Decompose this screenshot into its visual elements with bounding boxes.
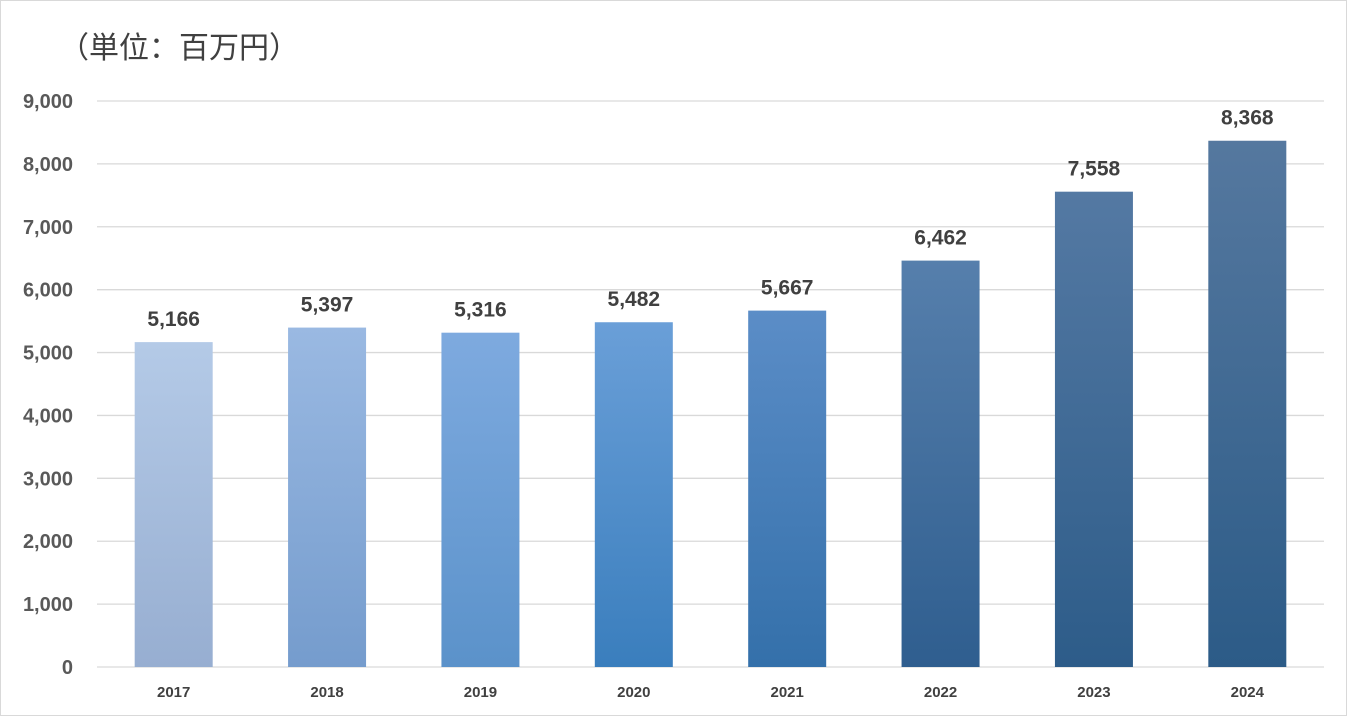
y-tick-label: 7,000	[23, 217, 73, 239]
y-tick-label: 1,000	[23, 594, 73, 616]
y-tick-label: 5,000	[23, 343, 73, 365]
bar-2019	[441, 332, 520, 667]
data-label-2023: 7,558	[1068, 158, 1121, 181]
x-tick-label: 2017	[157, 684, 190, 701]
y-tick-label: 8,000	[23, 154, 73, 176]
x-tick-label: 2019	[464, 684, 497, 701]
x-tick-label: 2020	[617, 684, 650, 701]
y-tick-label: 2,000	[23, 531, 73, 553]
x-tick-label: 2024	[1231, 684, 1265, 701]
y-axis-ticks: 0 1,000 2,000 3,000 4,000 5,000 6,000 7,000 8,00…	[23, 91, 73, 679]
data-labels: 5,166 5,397 5,316 5,482 5,667 6,462 7,558 8,368	[147, 107, 1273, 331]
bar-2020	[594, 322, 673, 667]
bar-2017	[134, 342, 213, 667]
bar-2022	[901, 260, 980, 667]
y-tick-label: 0	[62, 657, 73, 679]
data-label-2021: 5,667	[761, 277, 814, 300]
x-tick-label: 2023	[1077, 684, 1110, 701]
bar-2021	[748, 310, 827, 667]
data-label-2018: 5,397	[301, 294, 354, 317]
unit-label: （単位：百万円）	[59, 31, 299, 66]
x-tick-label: 2022	[924, 684, 957, 701]
x-tick-label: 2018	[310, 684, 343, 701]
y-tick-label: 3,000	[23, 468, 73, 490]
bar-2024	[1208, 140, 1287, 667]
x-axis-ticks: 2017 2018 2019 2020 2021 2022 2023 2024	[157, 684, 1265, 701]
y-tick-label: 4,000	[23, 405, 73, 427]
y-tick-label: 9,000	[23, 91, 73, 113]
data-label-2017: 5,166	[147, 308, 200, 331]
y-tick-label: 6,000	[23, 280, 73, 302]
gridlines	[97, 100, 1324, 668]
bars	[134, 140, 1287, 667]
x-tick-label: 2021	[771, 684, 804, 701]
data-label-2024: 8,368	[1221, 107, 1274, 130]
data-label-2020: 5,482	[608, 288, 661, 311]
data-label-2019: 5,316	[454, 299, 507, 322]
data-label-2022: 6,462	[914, 227, 967, 250]
bar-2023	[1054, 191, 1133, 667]
bar-2018	[288, 327, 367, 667]
